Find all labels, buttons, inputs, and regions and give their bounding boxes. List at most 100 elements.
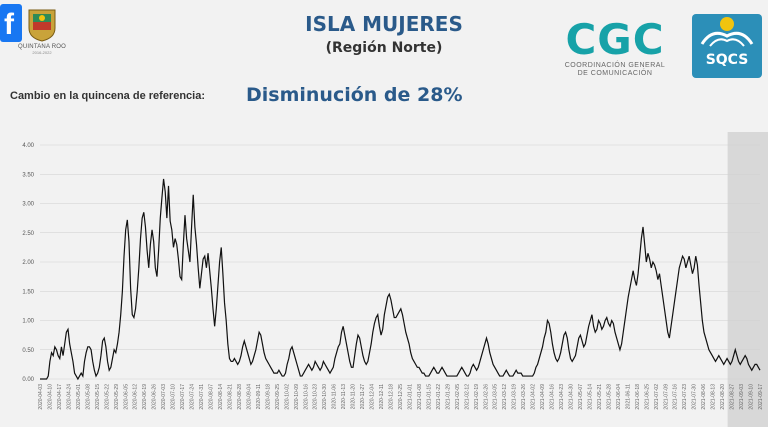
state-period: 2016-2022 (32, 50, 52, 55)
x-tick-label: 2021-06-25 (644, 384, 650, 410)
x-tick-label: 2020-07-17 (180, 384, 186, 410)
y-tick-label: 3.50 (22, 172, 34, 178)
x-tick-label: 2020-12-18 (389, 384, 395, 410)
x-tick-label: 2020-07-03 (161, 384, 167, 410)
x-tick-label: 2021-04-30 (569, 384, 575, 410)
x-tick-label: 2021-07-16 (673, 384, 679, 410)
x-tick-label: 2020-04-17 (57, 384, 63, 410)
sqcs-logo: SQCS (692, 14, 762, 78)
x-tick-label: 2020-06-19 (142, 384, 148, 410)
x-tick-label: 2020-10-16 (303, 384, 309, 410)
x-tick-label: 2020-11-20 (351, 384, 357, 409)
y-tick-label: 1.50 (22, 289, 34, 295)
x-tick-label: 2021-03-05 (493, 384, 499, 410)
reference-period-highlight (727, 132, 768, 427)
x-tick-label: 2021-07-23 (682, 384, 688, 410)
quintana-roo-logo: QUINTANA ROO 2016-2022 (14, 8, 70, 70)
cgc-line-1: COORDINACIÓN GENERAL (564, 62, 666, 69)
x-tick-label: 2020-09-04 (246, 384, 252, 410)
y-tick-label: 2.50 (22, 231, 34, 237)
series-line (40, 178, 761, 381)
x-tick-label: 2021-01-15 (426, 384, 432, 410)
x-tick-label: 2020-11-13 (341, 384, 347, 409)
x-tick-label: 2021-08-06 (701, 384, 707, 410)
page-title: ISLA MUJERES (305, 12, 463, 36)
cgc-logo: CGC COORDINACIÓN GENERAL DE COMUNICACIÓN (556, 18, 674, 78)
line-chart: 0.00 0.50 1.00 1.50 2.00 2.50 3.00 3.50 4.00 2020… (22, 132, 768, 427)
x-tick-label: 2020-05-29 (114, 384, 120, 410)
x-tick-label: 2021-01-01 (407, 384, 413, 410)
x-tick-label: 2020-09-18 (265, 384, 271, 410)
x-tick-label: 2021-07-30 (692, 384, 698, 410)
x-tick-label: 2021-04-02 (531, 384, 537, 410)
x-tick-label: 2020-09-11 (256, 384, 262, 409)
y-tick-label: 3.00 (22, 202, 34, 208)
x-tick-label: 2021-06-04 (616, 384, 622, 410)
page-subtitle: (Región Norte) (325, 40, 443, 56)
x-tick-label: 2020-08-14 (218, 384, 224, 410)
x-tick-label: 2020-05-01 (76, 384, 82, 410)
x-tick-label: 2021-02-12 (464, 384, 470, 410)
x-tick-label: 2020-08-07 (209, 384, 215, 410)
x-tick-label: 2020-07-31 (199, 384, 205, 410)
x-tick-label: 2021-01-08 (417, 384, 423, 410)
cgc-line-2: DE COMUNICACIÓN (577, 70, 653, 77)
x-tick-label: 2020-04-24 (66, 384, 72, 410)
x-tick-label: 2020-12-11 (379, 384, 385, 409)
x-tick-label: 2021-04-09 (540, 384, 546, 410)
x-tick-label: 2021-05-14 (587, 384, 593, 410)
x-tick-label: 2021-03-12 (502, 384, 508, 410)
x-tick-label: 2020-10-23 (313, 384, 319, 410)
x-tick-label: 2020-06-26 (152, 384, 158, 410)
y-tick-label: 1.00 (22, 319, 34, 325)
x-tick-label: 2020-09-25 (275, 384, 281, 410)
x-tick-label: 2021-06-11 (625, 384, 631, 409)
x-tick-label: 2020-06-12 (133, 384, 139, 410)
x-tick-label: 2020-05-08 (85, 384, 91, 410)
x-tick-label: 2020-10-02 (284, 384, 290, 410)
x-tick-label: 2021-09-10 (749, 384, 755, 410)
x-tick-label: 2020-08-28 (237, 384, 243, 410)
x-tick-label: 2021-05-28 (606, 384, 612, 410)
x-tick-label: 2021-05-07 (578, 384, 584, 410)
y-tick-label: 4.00 (22, 143, 34, 149)
x-tick-label: 2020-04-10 (47, 384, 53, 410)
y-tick-label: 0.00 (22, 377, 34, 383)
x-tick-label: 2021-02-26 (483, 384, 489, 410)
x-tick-label: 2021-01-29 (445, 384, 451, 410)
x-tick-label: 2021-05-21 (597, 384, 603, 410)
x-tick-label: 2020-08-21 (227, 384, 233, 410)
x-tick-label: 2021-04-16 (550, 384, 556, 410)
change-label: Cambio en la quincena de referencia: (10, 90, 206, 102)
x-tick-label: 2020-12-25 (398, 384, 404, 410)
x-tick-label: 2020-04-03 (38, 384, 44, 410)
x-tick-label: 2021-02-05 (455, 384, 461, 410)
x-tick-label: 2020-12-04 (370, 384, 376, 410)
x-tick-label: 2021-07-09 (663, 384, 669, 410)
sqcs-logo-text: SQCS (705, 52, 749, 68)
x-tick-label: 2020-06-05 (123, 384, 129, 410)
cgc-logo-text: CGC (565, 15, 665, 64)
x-tick-label: 2021-06-18 (635, 384, 641, 410)
x-tick-label: 2021-07-02 (654, 384, 660, 410)
facebook-icon[interactable]: f (0, 4, 22, 42)
change-value: Disminución de 28% (246, 84, 463, 106)
x-tick-label: 2021-08-20 (720, 384, 726, 410)
x-tick-label: 2021-03-19 (512, 384, 518, 410)
x-tick-label: 2020-10-09 (294, 384, 300, 410)
x-tick-label: 2021-03-26 (521, 384, 527, 410)
x-tick-label: 2021-09-03 (739, 384, 745, 410)
x-tick-label: 2021-04-23 (559, 384, 565, 410)
x-tick-label: 2020-11-27 (360, 384, 366, 409)
svg-text:f: f (4, 8, 15, 41)
x-tick-label: 2021-02-19 (474, 384, 480, 410)
y-tick-label: 2.00 (22, 260, 34, 266)
x-tick-label: 2020-11-06 (332, 384, 338, 409)
x-tick-label: 2021-08-27 (730, 384, 736, 410)
quintana-roo-shield-icon (27, 8, 57, 42)
x-tick-label: 2020-10-30 (322, 384, 328, 410)
x-tick-label: 2020-07-24 (190, 384, 196, 410)
x-tick-label: 2021-09-17 (758, 384, 764, 410)
x-tick-label: 2020-05-15 (95, 384, 101, 410)
x-tick-label: 2020-05-22 (104, 384, 110, 410)
